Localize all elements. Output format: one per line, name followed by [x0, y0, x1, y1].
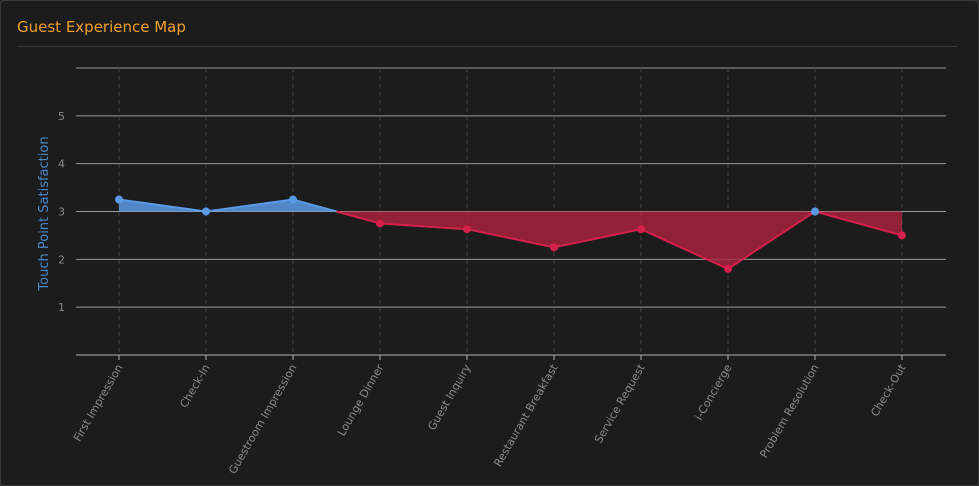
title-divider [17, 46, 957, 47]
series-line-segment [727, 210, 816, 270]
y-tick-label: 2 [58, 253, 65, 266]
data-point-0 [115, 195, 123, 204]
series-line-segment [814, 210, 903, 237]
y-axis-title: Touch Point Satisfaction [37, 136, 52, 291]
x-tick-label: Problem Resolution [757, 362, 821, 460]
data-point-3 [376, 219, 384, 228]
x-tick-label: Lounge Dinner [335, 362, 387, 439]
y-tick-label: 4 [58, 158, 65, 171]
x-tick-label: Guest Inquiry [425, 362, 474, 433]
data-point-6 [637, 225, 645, 234]
series-line-segment [205, 198, 294, 213]
data-point-7 [724, 264, 732, 273]
x-tick-label: Guestroom Impression [226, 362, 300, 476]
series-line-segment [466, 228, 555, 249]
x-tick-label: First Impression [71, 362, 126, 444]
data-point-9 [898, 231, 906, 240]
area-layer [119, 199, 902, 269]
series-line-segment [336, 210, 381, 225]
data-point-8 [811, 207, 819, 216]
data-point-2 [289, 195, 297, 204]
point-layer [115, 195, 906, 273]
series-line-segment [292, 198, 337, 213]
label-layer: 1 2 3 4 5 First Impression Check-In Guestroom I… [58, 110, 909, 476]
series-line-segment [118, 198, 207, 213]
data-point-4 [463, 225, 471, 234]
panel-title: Guest Experience Map [17, 18, 186, 36]
x-tick-label: Check-In [177, 362, 212, 410]
y-tick-label: 5 [58, 110, 65, 123]
area-below-baseline [467, 211, 554, 248]
data-point-1 [202, 207, 210, 216]
x-tick-label: Service Request [592, 361, 648, 445]
x-tick-label: Restaurant Breakfast [491, 361, 561, 469]
x-tick-label: Check-Out [868, 361, 909, 418]
area-below-baseline [641, 211, 728, 269]
x-tick-label: i-Concierge [692, 362, 735, 423]
series-line-segment [640, 228, 729, 270]
series-line-segment [379, 222, 468, 231]
data-point-5 [550, 243, 558, 252]
y-tick-label: 3 [58, 206, 65, 219]
series-line-segment [553, 228, 642, 249]
line-layer [118, 198, 903, 270]
y-tick-label: 1 [58, 301, 65, 314]
area-below-baseline [554, 211, 641, 248]
